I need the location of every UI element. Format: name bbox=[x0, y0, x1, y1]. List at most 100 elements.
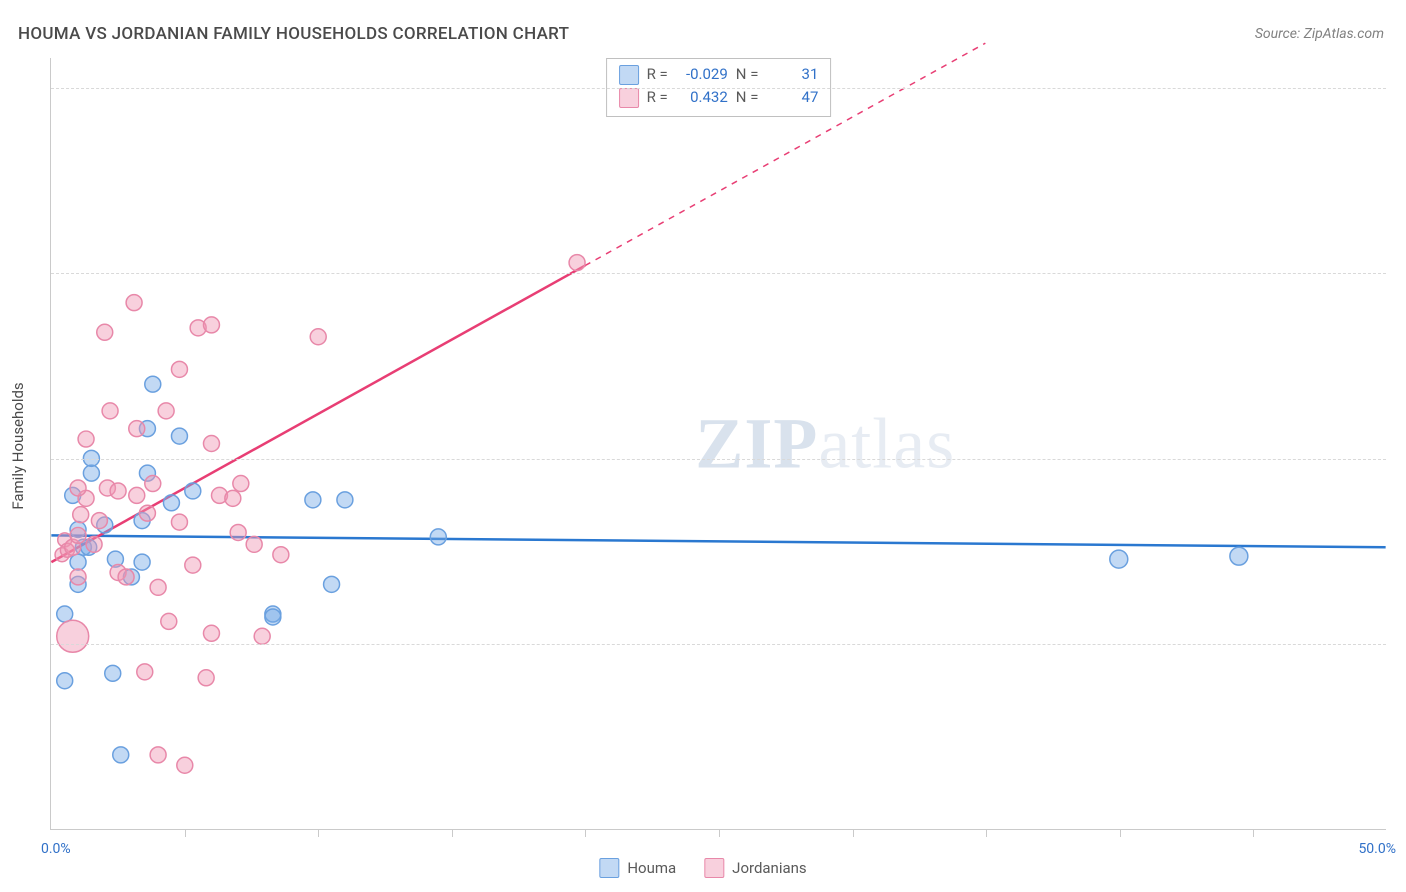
data-point bbox=[83, 465, 99, 481]
x-tick-min: 0.0% bbox=[41, 841, 71, 857]
legend-item-houma: Houma bbox=[599, 858, 676, 878]
data-point bbox=[126, 295, 142, 311]
x-tick bbox=[1120, 829, 1121, 837]
data-point bbox=[171, 361, 187, 377]
data-point bbox=[430, 529, 446, 545]
y-axis-label: Family Households bbox=[9, 382, 27, 509]
data-point bbox=[203, 625, 219, 641]
legend-label-houma: Houma bbox=[627, 859, 676, 877]
data-point bbox=[137, 664, 153, 680]
gridline bbox=[51, 273, 1386, 274]
data-point bbox=[129, 421, 145, 437]
n-value-jordanians: 47 bbox=[766, 86, 818, 109]
data-point bbox=[150, 579, 166, 595]
x-tick-max: 50.0% bbox=[1358, 841, 1396, 857]
data-point bbox=[171, 514, 187, 530]
data-point bbox=[171, 428, 187, 444]
data-point bbox=[203, 317, 219, 333]
data-point bbox=[254, 628, 270, 644]
x-tick bbox=[1253, 829, 1254, 837]
data-point bbox=[110, 483, 126, 499]
data-point bbox=[246, 536, 262, 552]
data-point bbox=[337, 492, 353, 508]
legend-label-jordanians: Jordanians bbox=[732, 859, 807, 877]
x-tick bbox=[585, 829, 586, 837]
data-point bbox=[1110, 550, 1128, 568]
correlation-chart: HOUMA VS JORDANIAN FAMILY HOUSEHOLDS COR… bbox=[0, 0, 1406, 892]
data-point bbox=[113, 747, 129, 763]
r-value-houma: -0.029 bbox=[676, 63, 728, 86]
data-point bbox=[70, 527, 86, 543]
x-tick bbox=[853, 829, 854, 837]
r-label: R = bbox=[647, 86, 668, 109]
data-point bbox=[105, 665, 121, 681]
data-point bbox=[1230, 547, 1248, 565]
data-point bbox=[185, 483, 201, 499]
data-point bbox=[310, 329, 326, 345]
r-value-jordanians: 0.432 bbox=[676, 86, 728, 109]
data-point bbox=[102, 403, 118, 419]
chart-source: Source: ZipAtlas.com bbox=[1255, 26, 1384, 42]
data-point bbox=[57, 620, 89, 652]
data-point bbox=[265, 609, 281, 625]
data-point bbox=[118, 569, 134, 585]
data-point bbox=[129, 487, 145, 503]
swatch-blue-icon bbox=[599, 858, 619, 878]
gridline bbox=[51, 88, 1386, 89]
plot-area: ZIPatlas R = -0.029 N = 31 R = 0.432 N =… bbox=[50, 58, 1386, 830]
data-point bbox=[203, 436, 219, 452]
y-tick-label: 75.0% bbox=[1396, 451, 1406, 467]
data-point bbox=[230, 524, 246, 540]
swatch-pink-icon bbox=[704, 858, 724, 878]
legend-item-jordanians: Jordanians bbox=[704, 858, 807, 878]
stats-row-jordanians: R = 0.432 N = 47 bbox=[619, 86, 819, 109]
data-point bbox=[324, 576, 340, 592]
x-tick bbox=[719, 829, 720, 837]
data-point bbox=[305, 492, 321, 508]
data-point bbox=[70, 554, 86, 570]
r-label: R = bbox=[647, 63, 668, 86]
swatch-blue-icon bbox=[619, 65, 639, 85]
data-point bbox=[233, 476, 249, 492]
bottom-legend: Houma Jordanians bbox=[599, 858, 806, 878]
data-point bbox=[73, 507, 89, 523]
data-point bbox=[57, 606, 73, 622]
n-label: N = bbox=[736, 86, 759, 109]
data-point bbox=[150, 747, 166, 763]
data-point bbox=[97, 324, 113, 340]
data-point bbox=[145, 376, 161, 392]
data-point bbox=[70, 480, 86, 496]
data-point bbox=[91, 513, 107, 529]
data-point bbox=[198, 670, 214, 686]
data-point bbox=[78, 431, 94, 447]
y-tick-label: 100.0% bbox=[1396, 80, 1406, 96]
data-point bbox=[139, 505, 155, 521]
data-point bbox=[86, 536, 102, 552]
data-point bbox=[163, 495, 179, 511]
stats-row-houma: R = -0.029 N = 31 bbox=[619, 63, 819, 86]
data-point bbox=[177, 757, 193, 773]
data-point bbox=[70, 569, 86, 585]
y-tick-label: 87.5% bbox=[1396, 265, 1406, 281]
data-point bbox=[225, 490, 241, 506]
y-tick-label: 62.5% bbox=[1396, 636, 1406, 652]
x-tick bbox=[452, 829, 453, 837]
data-point bbox=[134, 554, 150, 570]
gridline bbox=[51, 459, 1386, 460]
data-point bbox=[161, 613, 177, 629]
x-tick bbox=[185, 829, 186, 837]
data-point bbox=[145, 476, 161, 492]
x-tick bbox=[986, 829, 987, 837]
swatch-pink-icon bbox=[619, 88, 639, 108]
gridline bbox=[51, 644, 1386, 645]
data-point bbox=[57, 673, 73, 689]
scatter-points bbox=[51, 58, 1386, 829]
data-point bbox=[273, 547, 289, 563]
x-tick bbox=[318, 829, 319, 837]
data-point bbox=[569, 255, 585, 271]
chart-title: HOUMA VS JORDANIAN FAMILY HOUSEHOLDS COR… bbox=[18, 24, 569, 44]
data-point bbox=[158, 403, 174, 419]
data-point bbox=[185, 557, 201, 573]
n-label: N = bbox=[736, 63, 759, 86]
n-value-houma: 31 bbox=[766, 63, 818, 86]
